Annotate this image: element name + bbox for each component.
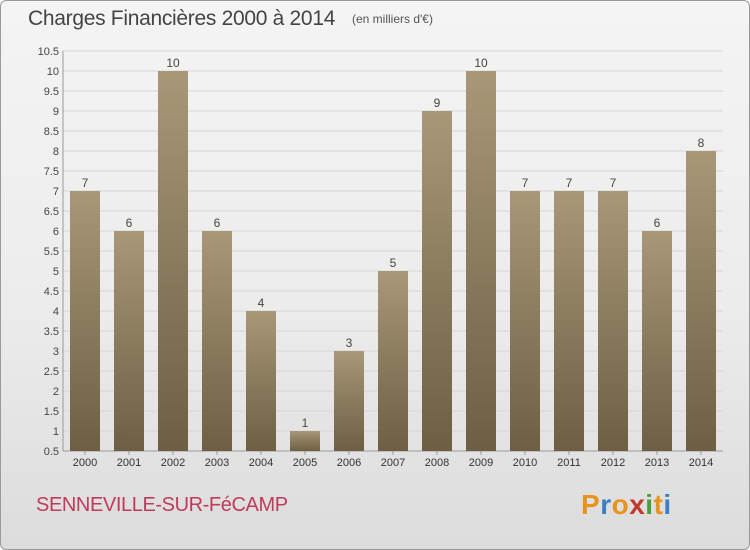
x-tick-label: 2011 xyxy=(557,457,581,469)
x-tick-label: 2006 xyxy=(337,457,361,469)
bar-2008 xyxy=(422,111,452,451)
data-label: 1 xyxy=(302,416,309,430)
data-label: 7 xyxy=(566,176,573,190)
bar-2004 xyxy=(246,311,276,451)
x-tick-label: 2012 xyxy=(601,457,625,469)
bar-2010 xyxy=(510,191,540,451)
data-label: 10 xyxy=(474,56,488,70)
bar-2013 xyxy=(642,231,672,451)
y-tick-label: 7.5 xyxy=(44,166,59,178)
y-tick-label: 8 xyxy=(53,146,59,158)
y-tick-label: 8.5 xyxy=(44,126,59,138)
x-tick-label: 2014 xyxy=(689,457,713,469)
bar-2003 xyxy=(202,231,232,451)
data-label: 5 xyxy=(390,256,397,270)
y-tick-label: 6.5 xyxy=(44,206,59,218)
y-tick-label: 6 xyxy=(53,226,59,238)
data-label: 10 xyxy=(166,56,180,70)
commune-name: SENNEVILLE-SUR-FéCAMP xyxy=(36,494,288,516)
x-tick-label: 2010 xyxy=(513,457,537,469)
data-label: 8 xyxy=(698,136,705,150)
y-tick-label: 10.5 xyxy=(38,46,59,58)
logo-letter: P xyxy=(581,489,601,520)
bar-2000 xyxy=(70,191,100,451)
data-label: 6 xyxy=(126,216,133,230)
bar-2011 xyxy=(554,191,584,451)
y-tick-label: 0.5 xyxy=(44,446,59,458)
logo-letter: r xyxy=(600,489,612,520)
x-tick-label: 2002 xyxy=(161,457,185,469)
bar-2001 xyxy=(114,231,144,451)
proxiti-logo[interactable]: Proxiti xyxy=(581,489,672,521)
x-tick-label: 2004 xyxy=(249,457,273,469)
logo-letter: t xyxy=(653,489,664,520)
x-tick-label: 2008 xyxy=(425,457,449,469)
x-tick-label: 2009 xyxy=(469,457,493,469)
bar-2007 xyxy=(378,271,408,451)
y-tick-label: 4.5 xyxy=(44,286,59,298)
x-tick-label: 2005 xyxy=(293,457,317,469)
y-tick-label: 4 xyxy=(53,306,59,318)
logo-letter: i xyxy=(645,489,654,520)
y-tick-label: 2 xyxy=(53,386,59,398)
x-tick-label: 2000 xyxy=(73,457,97,469)
data-label: 6 xyxy=(654,216,661,230)
x-tick-label: 2001 xyxy=(117,457,141,469)
y-tick-label: 9.5 xyxy=(44,86,59,98)
y-tick-label: 2.5 xyxy=(44,366,59,378)
logo-letter: i xyxy=(663,489,672,520)
y-tick-label: 9 xyxy=(53,106,59,118)
data-label: 7 xyxy=(522,176,529,190)
data-label: 7 xyxy=(610,176,617,190)
data-label: 7 xyxy=(82,176,89,190)
logo-letter: x xyxy=(629,489,646,520)
y-tick-label: 5.5 xyxy=(44,246,59,258)
chart-subtitle: (en milliers d'€) xyxy=(352,12,433,26)
bar-2012 xyxy=(598,191,628,451)
x-tick-label: 2003 xyxy=(205,457,229,469)
data-label: 4 xyxy=(258,296,265,310)
bar-2009 xyxy=(466,71,496,451)
logo-letter: o xyxy=(611,489,630,520)
y-tick-label: 3.5 xyxy=(44,326,59,338)
y-tick-label: 5 xyxy=(53,266,59,278)
data-label: 6 xyxy=(214,216,221,230)
y-tick-label: 1 xyxy=(53,426,59,438)
y-tick-label: 7 xyxy=(53,186,59,198)
bar-2006 xyxy=(334,351,364,451)
y-tick-label: 10 xyxy=(47,66,59,78)
bar-2005 xyxy=(290,431,320,451)
y-tick-label: 1.5 xyxy=(44,406,59,418)
bar-2014 xyxy=(686,151,716,451)
data-label: 9 xyxy=(434,96,441,110)
x-tick-label: 2007 xyxy=(381,457,405,469)
data-label: 3 xyxy=(346,336,353,350)
x-tick-label: 2013 xyxy=(645,457,669,469)
bar-2002 xyxy=(158,71,188,451)
y-tick-label: 3 xyxy=(53,346,59,358)
chart-title: Charges Financières 2000 à 2014 xyxy=(28,7,336,30)
